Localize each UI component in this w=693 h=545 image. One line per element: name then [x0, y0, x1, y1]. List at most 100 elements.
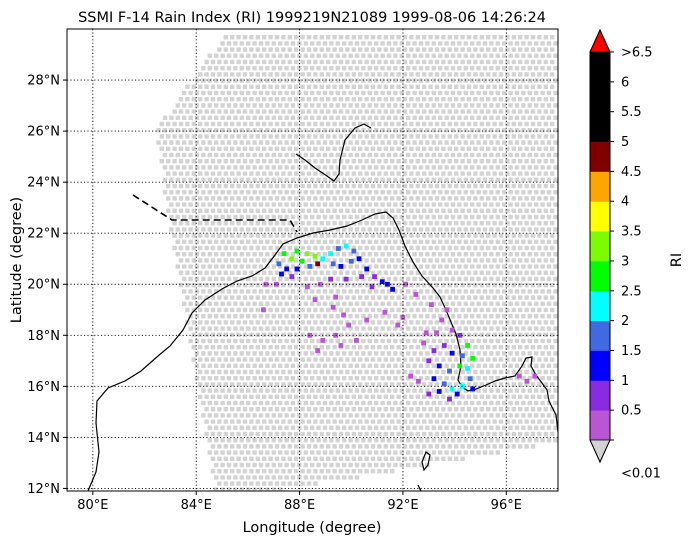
swath-footprint: [540, 314, 545, 319]
swath-footprint: [540, 177, 545, 182]
swath-footprint: [239, 128, 244, 133]
swath-footprint: [287, 183, 292, 189]
swath-footprint: [406, 351, 411, 356]
swath-footprint: [185, 109, 190, 114]
rain-point: [428, 302, 434, 308]
swath-footprint: [358, 357, 363, 362]
swath-footprint: [415, 270, 420, 275]
swath-footprint: [390, 283, 395, 288]
swath-footprint: [518, 146, 523, 151]
rain-point: [315, 348, 321, 354]
swath-footprint: [361, 438, 366, 443]
swath-footprint: [294, 196, 299, 201]
swath-footprint: [239, 301, 244, 306]
swath-footprint: [367, 152, 372, 158]
swath-footprint: [380, 363, 385, 368]
swath-footprint: [226, 66, 232, 71]
swath-footprint: [230, 270, 235, 275]
swath-footprint: [505, 97, 510, 102]
swath-footprint: [476, 115, 481, 120]
swath-footprint: [470, 252, 475, 257]
swath-footprint: [278, 103, 283, 108]
swath-footprint: [284, 289, 289, 294]
swath-footprint: [278, 264, 283, 269]
swath-footprint: [169, 128, 174, 133]
swath-footprint: [418, 301, 424, 306]
swath-footprint: [207, 214, 212, 220]
swath-footprint: [489, 78, 494, 83]
swath-footprint: [537, 419, 542, 424]
swath-footprint: [214, 239, 219, 244]
swath-footprint: [246, 351, 251, 356]
swath-footprint: [281, 233, 286, 238]
swath-footprint: [508, 78, 513, 83]
swath-footprint: [345, 469, 350, 474]
swath-footprint: [530, 283, 536, 288]
swath-footprint: [406, 438, 411, 443]
swath-footprint: [322, 227, 328, 232]
swath-footprint: [233, 438, 238, 443]
swath-footprint: [540, 239, 545, 244]
rain-point: [423, 330, 429, 336]
swath-footprint: [329, 128, 334, 133]
swath-footprint: [540, 202, 545, 207]
swath-footprint: [402, 307, 408, 313]
swath-footprint: [450, 190, 456, 195]
swath-footprint: [537, 382, 542, 387]
swath-footprint: [322, 214, 328, 220]
swath-footprint: [393, 165, 398, 170]
swath-footprint: [326, 121, 331, 127]
swath-footprint: [406, 252, 411, 257]
swath-footprint: [198, 295, 203, 300]
swath-footprint: [210, 171, 216, 176]
swath-footprint: [204, 221, 209, 226]
swath-footprint: [489, 438, 494, 443]
swath-footprint: [447, 270, 452, 275]
swath-footprint: [284, 177, 289, 182]
swath-footprint: [191, 283, 196, 288]
swath-footprint: [527, 152, 532, 158]
swath-footprint: [412, 78, 417, 83]
swath-footprint: [553, 128, 558, 133]
swath-footprint: [550, 307, 555, 313]
rain-point: [403, 281, 408, 287]
swath-footprint: [246, 425, 251, 430]
swath-footprint: [226, 400, 232, 406]
swath-footprint: [454, 221, 459, 226]
swath-footprint: [521, 338, 526, 344]
swath-footprint: [470, 314, 475, 319]
swath-footprint: [198, 183, 203, 189]
swath-footprint: [534, 351, 539, 356]
swath-footprint: [511, 208, 516, 213]
swath-footprint: [159, 121, 164, 127]
swath-footprint: [409, 121, 414, 127]
swath-footprint: [534, 165, 539, 170]
swath-footprint: [332, 109, 337, 114]
swath-footprint: [220, 53, 225, 58]
swath-footprint: [463, 115, 468, 120]
swath-footprint: [322, 351, 328, 356]
swath-footprint: [470, 413, 475, 418]
swath-footprint: [358, 456, 363, 461]
swath-footprint: [274, 456, 280, 461]
swath-footprint: [530, 59, 536, 65]
swath-footprint: [223, 332, 228, 337]
swath-footprint: [236, 407, 241, 412]
swath-footprint: [482, 326, 488, 331]
swath-footprint: [306, 72, 312, 77]
swath-footprint: [338, 307, 344, 313]
swath-footprint: [239, 214, 244, 220]
swath-footprint: [393, 239, 398, 244]
rain-point: [400, 315, 406, 320]
swath-footprint: [284, 41, 289, 46]
swath-footprint: [415, 134, 420, 139]
swath-footprint: [476, 363, 481, 368]
swath-footprint: [316, 314, 321, 319]
swath-footprint: [306, 47, 312, 52]
swath-footprint: [444, 388, 449, 393]
swath-footprint: [351, 295, 356, 300]
swath-footprint: [457, 438, 462, 443]
swath-footprint: [358, 469, 363, 474]
swath-footprint: [249, 134, 254, 139]
swath-footprint: [329, 314, 334, 319]
